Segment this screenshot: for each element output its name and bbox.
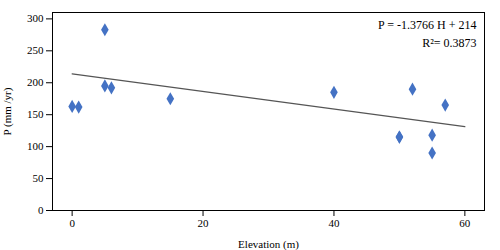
- svg-text:40: 40: [328, 217, 340, 229]
- svg-text:P = -1.3766 H + 214: P = -1.3766 H + 214: [378, 18, 476, 32]
- svg-text:0: 0: [38, 204, 44, 216]
- svg-text:20: 20: [198, 217, 210, 229]
- svg-text:250: 250: [27, 44, 44, 56]
- svg-text:R²= 0.3873: R²= 0.3873: [422, 36, 476, 50]
- svg-text:60: 60: [459, 217, 471, 229]
- svg-text:100: 100: [27, 140, 44, 152]
- svg-text:Elevation (m): Elevation (m): [238, 238, 299, 250]
- svg-text:P (mm /yr): P (mm /yr): [1, 87, 14, 135]
- svg-text:150: 150: [27, 108, 44, 120]
- svg-text:200: 200: [27, 76, 44, 88]
- svg-text:50: 50: [33, 172, 45, 184]
- svg-text:300: 300: [27, 12, 44, 24]
- svg-text:0: 0: [69, 217, 75, 229]
